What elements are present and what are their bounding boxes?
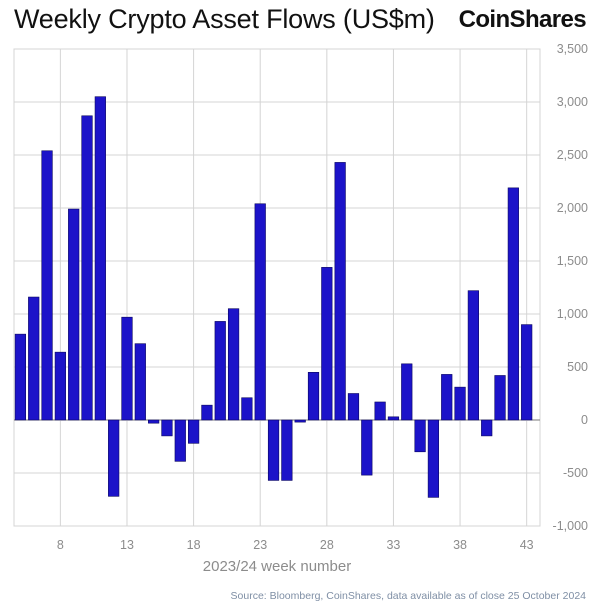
bar-week-11 bbox=[94, 96, 106, 421]
bar-week-33 bbox=[387, 416, 400, 421]
bar-week-9 bbox=[68, 208, 80, 421]
y-tick-label: -1,000 bbox=[553, 519, 588, 533]
bar-week-34 bbox=[401, 363, 413, 421]
x-tick-label: 23 bbox=[253, 538, 267, 552]
y-tick-label: 3,500 bbox=[557, 42, 588, 56]
y-tick-label: -500 bbox=[563, 466, 588, 480]
bar-week-6 bbox=[28, 296, 40, 421]
bar-week-15 bbox=[148, 419, 160, 424]
bar-week-21 bbox=[227, 308, 240, 421]
bar-week-22 bbox=[241, 397, 253, 421]
bar-week-31 bbox=[361, 419, 373, 476]
y-tick-label: 2,500 bbox=[557, 148, 588, 162]
bar-week-13 bbox=[121, 316, 133, 421]
bar-week-42 bbox=[507, 187, 519, 421]
bar-week-17 bbox=[174, 419, 186, 462]
y-tick-label: 2,000 bbox=[557, 201, 588, 215]
bar-week-43 bbox=[521, 324, 533, 421]
y-tick-label: 3,000 bbox=[557, 95, 588, 109]
x-tick-label: 33 bbox=[386, 538, 400, 552]
x-tick-label: 8 bbox=[57, 538, 64, 552]
y-tick-label: 1,000 bbox=[557, 307, 588, 321]
bar-week-18 bbox=[188, 419, 200, 444]
bar-week-8 bbox=[54, 351, 66, 421]
bar-week-12 bbox=[108, 419, 120, 497]
bar-week-19 bbox=[201, 404, 213, 421]
x-tick-label: 13 bbox=[120, 538, 134, 552]
bar-week-16 bbox=[161, 419, 173, 437]
coinshares-logo: CoinShares bbox=[458, 6, 587, 33]
source-note: Source: Bloomberg, CoinShares, data avai… bbox=[230, 590, 586, 602]
chart-bars bbox=[14, 96, 533, 498]
bar-chart: 3,500 3,000 2,500 2,000 1,500 1,000 500 0 -500 -1… bbox=[13, 42, 589, 575]
bar-week-41 bbox=[494, 375, 506, 421]
bar-week-5 bbox=[14, 333, 26, 421]
bar-week-20 bbox=[214, 321, 226, 421]
bar-week-7 bbox=[41, 150, 53, 421]
bar-week-10 bbox=[81, 115, 93, 421]
bar-week-30 bbox=[347, 393, 360, 421]
bar-week-27 bbox=[307, 371, 320, 421]
bar-week-36 bbox=[427, 419, 440, 498]
bar-week-24 bbox=[267, 419, 280, 481]
y-tick-label: 0 bbox=[581, 413, 588, 427]
x-axis-label: 2023/24 week number bbox=[203, 558, 351, 575]
x-tick-label: 43 bbox=[520, 538, 534, 552]
bar-week-38 bbox=[454, 386, 466, 421]
bar-week-26 bbox=[294, 419, 306, 423]
x-tick-label: 38 bbox=[453, 538, 467, 552]
chart-title: Weekly Crypto Asset Flows (US$m) bbox=[14, 4, 435, 34]
bar-week-23 bbox=[254, 203, 266, 421]
bar-week-28 bbox=[321, 267, 333, 421]
bar-week-37 bbox=[441, 374, 453, 421]
y-axis-ticks: 3,500 3,000 2,500 2,000 1,500 1,000 500 0 -500 -1… bbox=[553, 42, 589, 533]
x-tick-label: 28 bbox=[320, 538, 334, 552]
bar-week-25 bbox=[281, 419, 293, 481]
y-tick-label: 1,500 bbox=[557, 254, 588, 268]
y-tick-label: 500 bbox=[567, 360, 588, 374]
x-tick-label: 18 bbox=[187, 538, 201, 552]
bar-week-35 bbox=[414, 419, 426, 453]
bar-week-39 bbox=[467, 290, 479, 421]
bar-week-40 bbox=[481, 419, 493, 437]
bar-week-14 bbox=[134, 343, 146, 421]
x-axis-ticks: 8 13 18 23 28 33 38 43 bbox=[57, 538, 534, 552]
bar-week-29 bbox=[334, 162, 346, 421]
bar-week-32 bbox=[374, 401, 386, 421]
